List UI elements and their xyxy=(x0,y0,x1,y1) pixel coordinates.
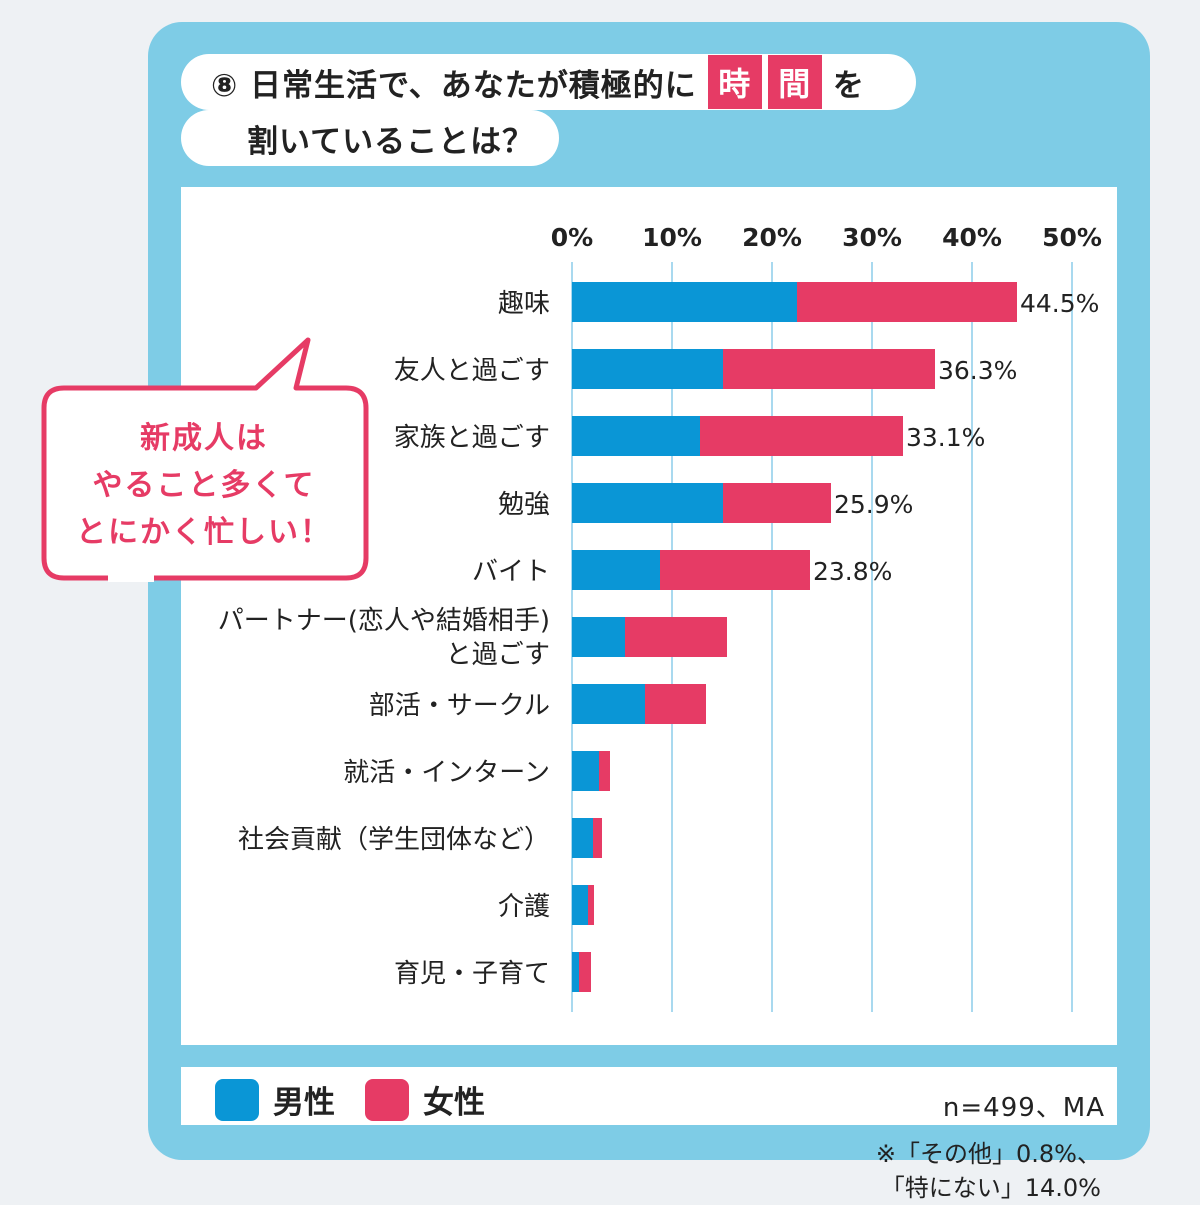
callout-text: 新成人は やること多くて とにかく忙しい！ xyxy=(46,415,362,556)
x-tick-label: 50% xyxy=(1042,223,1102,252)
bar-male xyxy=(572,818,593,858)
bar-male xyxy=(572,751,599,791)
total-value-label: 44.5% xyxy=(1020,289,1099,318)
x-tick-label: 20% xyxy=(742,223,802,252)
bar-female xyxy=(723,349,935,389)
category-label: バイト xyxy=(472,557,550,587)
category-label: 介護 xyxy=(498,892,550,922)
category-label: 家族と過ごす xyxy=(394,423,550,453)
category-label: パートナー(恋人や結婚相手) xyxy=(218,606,550,636)
legend-label-male: 男性 xyxy=(273,1085,335,1121)
bar-male xyxy=(572,617,625,657)
bar-female xyxy=(645,684,706,724)
bar-female xyxy=(625,617,727,657)
highlight-char-1: 時 xyxy=(707,55,762,109)
bar-male xyxy=(572,684,645,724)
category-label: 育児・子育て xyxy=(394,959,550,989)
bar-female xyxy=(588,885,594,925)
bar-female xyxy=(593,818,602,858)
category-label: 就活・インターン xyxy=(343,758,550,788)
legend-item-male: 男性 xyxy=(215,1077,335,1122)
bar-male xyxy=(572,550,660,590)
bar-female xyxy=(579,952,591,992)
bar-male xyxy=(572,416,700,456)
bar-female xyxy=(599,751,610,791)
category-label: 趣味 xyxy=(498,289,550,319)
legend-swatch-male xyxy=(215,1078,259,1121)
callout-line-3: とにかく忙しい！ xyxy=(76,515,332,550)
title-text-pre: ⑧ 日常生活で、あなたが積極的に xyxy=(211,67,697,104)
total-value-label: 23.8% xyxy=(813,557,892,586)
title-text-line2: 割いていることは？ xyxy=(247,123,535,160)
category-label: 友人と過ごす xyxy=(394,356,550,386)
x-tick-label: 40% xyxy=(942,223,1002,252)
legend-area: 男性 女性 n=499、MA xyxy=(181,1067,1117,1125)
x-tick-label: 10% xyxy=(642,223,702,252)
bar-male xyxy=(572,349,723,389)
category-label: 部活・サークル xyxy=(369,691,550,721)
bar-male xyxy=(572,885,588,925)
bar-male xyxy=(572,483,723,523)
other-note-line1: ※「その他」0.8%、 xyxy=(875,1140,1101,1168)
legend-item-female: 女性 xyxy=(365,1077,485,1122)
category-label: 勉強 xyxy=(498,490,550,520)
bar-female xyxy=(797,282,1017,322)
x-tick-label: 0% xyxy=(551,223,593,252)
bar-male xyxy=(572,952,579,992)
highlight-char-2: 間 xyxy=(767,55,822,109)
title-line-1: ⑧ 日常生活で、あなたが積極的に 時 間 を xyxy=(181,54,916,110)
total-value-label: 33.1% xyxy=(906,423,985,452)
category-label: 社会貢献（学生団体など） xyxy=(238,825,550,855)
legend-label-female: 女性 xyxy=(423,1085,485,1121)
title-text-post: を xyxy=(832,67,865,104)
bar-female xyxy=(723,483,831,523)
category-label: と過ごす xyxy=(446,640,550,670)
bar-male xyxy=(572,282,797,322)
title-line-2: 割いていることは？ xyxy=(181,110,559,166)
callout-line-1: 新成人は xyxy=(140,421,268,456)
bar-female xyxy=(660,550,810,590)
total-value-label: 36.3% xyxy=(938,356,1017,385)
total-value-label: 25.9% xyxy=(834,490,913,519)
legend-swatch-female xyxy=(365,1078,409,1121)
x-tick-label: 30% xyxy=(842,223,902,252)
sample-note: n=499、MA xyxy=(942,1093,1105,1123)
bar-female xyxy=(700,416,903,456)
callout-line-2: やること多くて xyxy=(92,468,316,503)
